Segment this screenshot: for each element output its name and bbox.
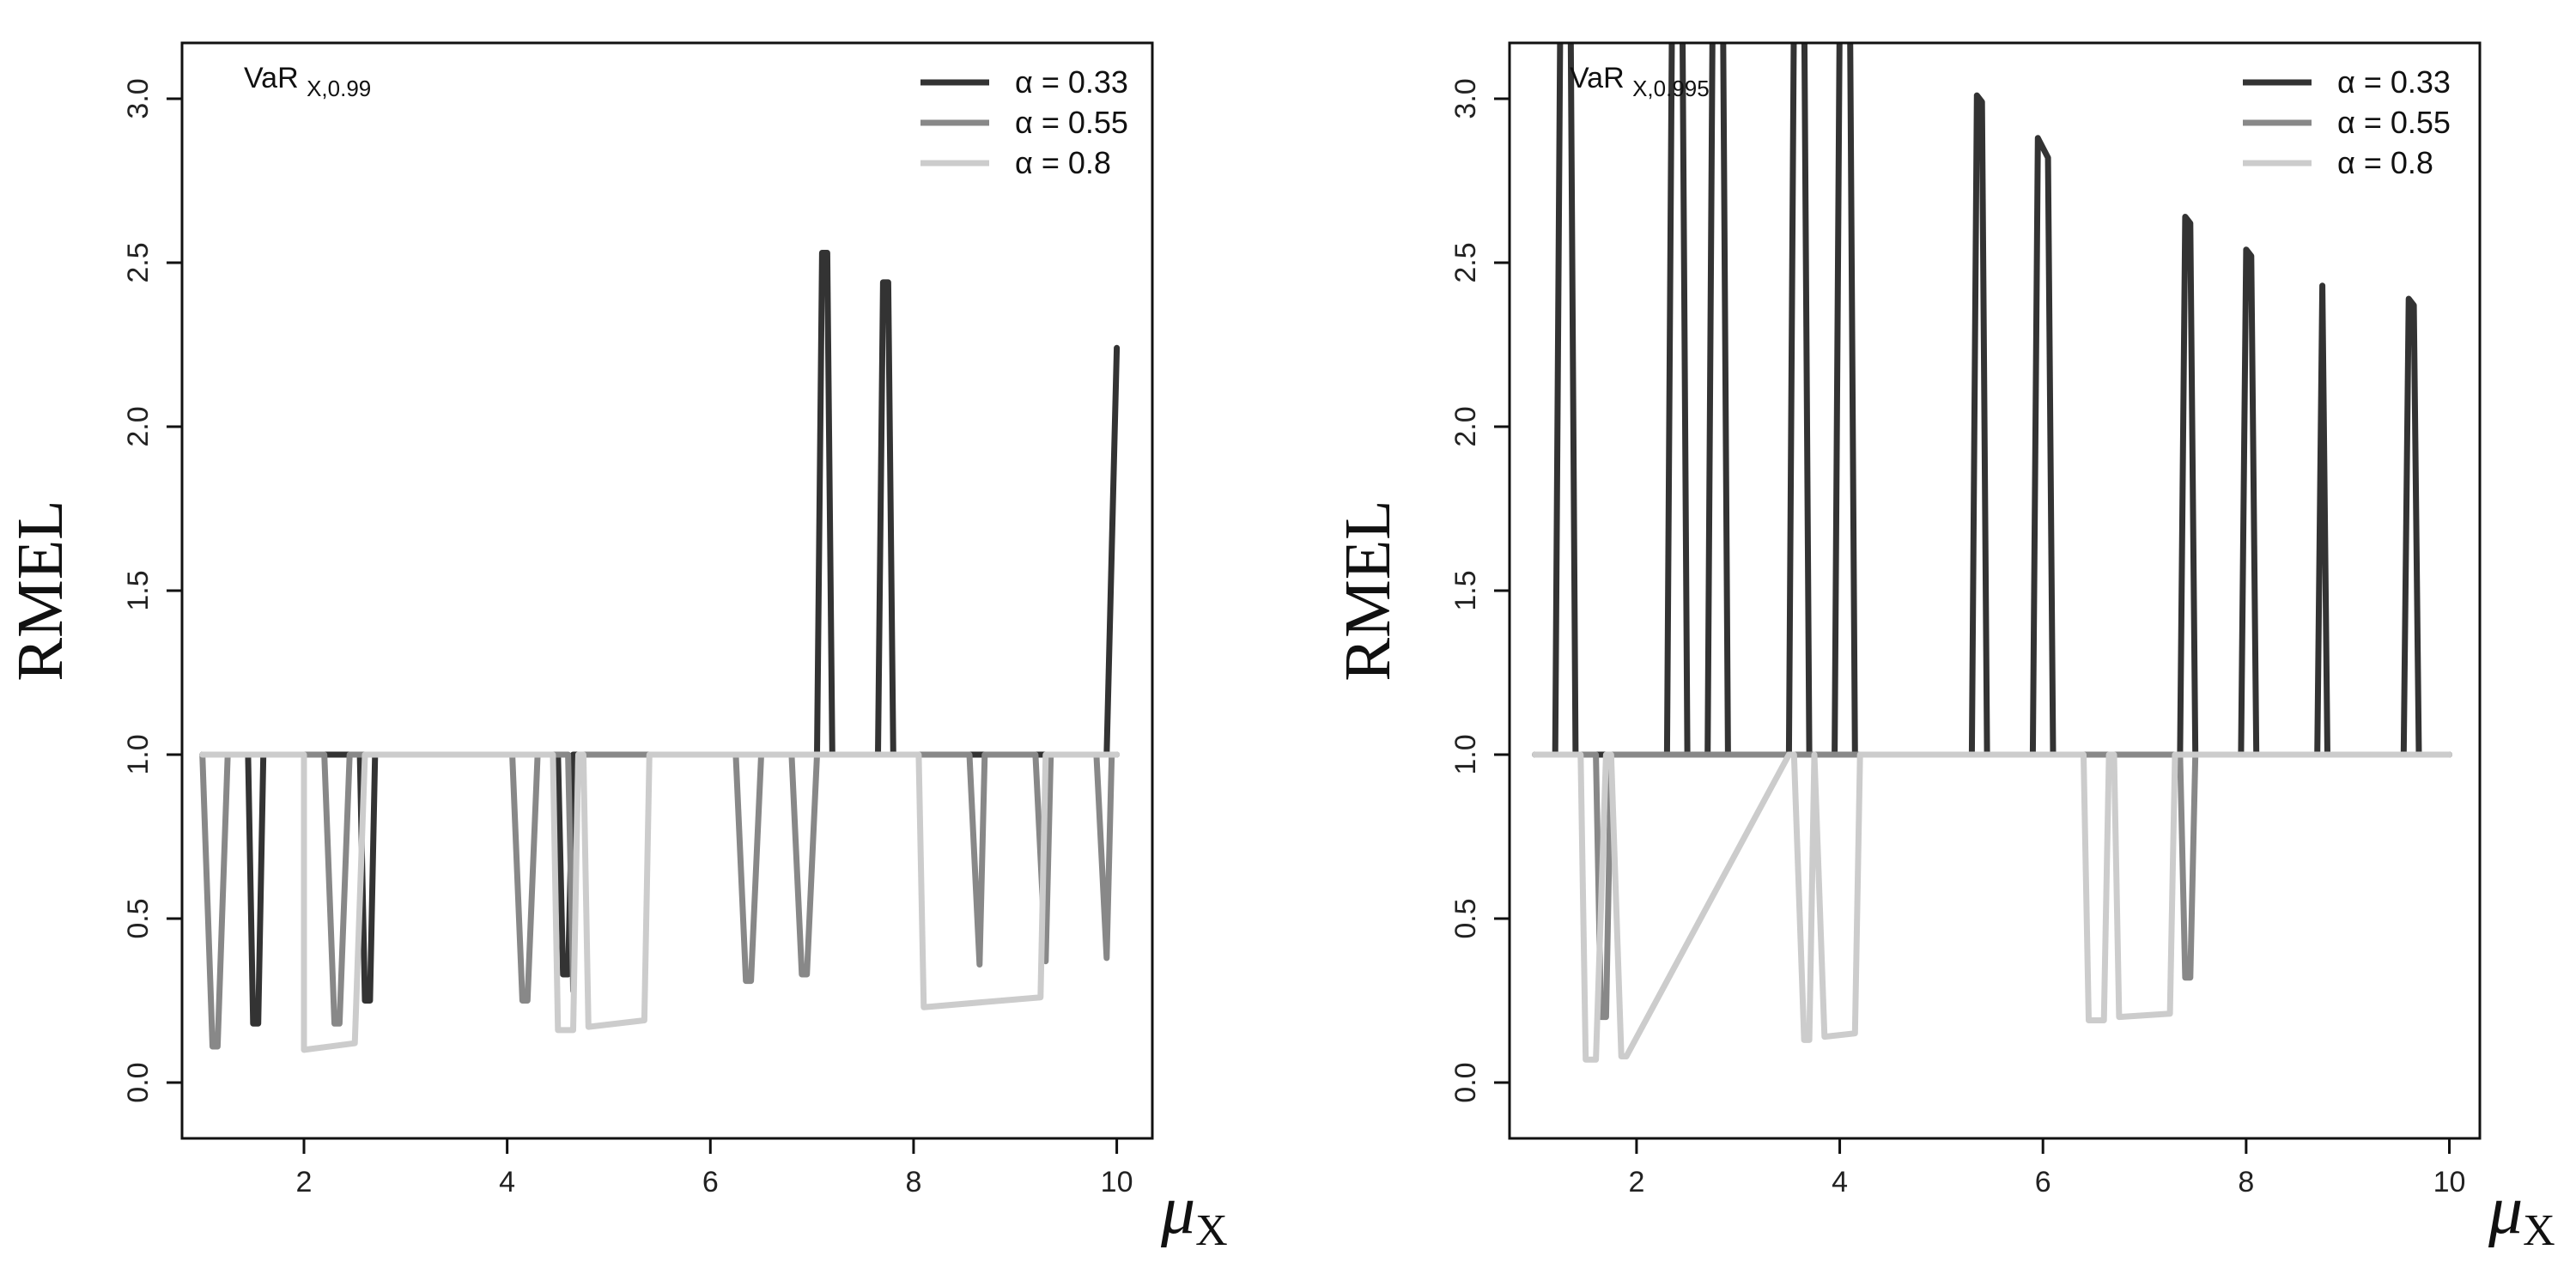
y-tick-label: 0.5 xyxy=(1449,898,1482,938)
y-tick-label: 1.5 xyxy=(1449,570,1482,610)
y-tick-label: 0.5 xyxy=(122,898,155,938)
y-tick-label: 2.5 xyxy=(1449,242,1482,282)
y-tick-label: 0.0 xyxy=(1449,1062,1482,1102)
x-tick-label: 8 xyxy=(905,1166,921,1198)
plot-frame xyxy=(180,41,1154,1140)
x-tick-label: 6 xyxy=(2035,1166,2051,1198)
x-tick-label: 10 xyxy=(2433,1166,2466,1198)
series-group xyxy=(1532,43,2452,1063)
series-line-3 xyxy=(1532,751,2452,1063)
plot-frame xyxy=(1508,41,2482,1140)
y-tick-label: 0.0 xyxy=(122,1062,155,1102)
legend-label: α = 0.33 xyxy=(1015,64,1128,100)
series-line-1 xyxy=(199,250,1121,1027)
legend: α = 0.33 α = 0.55 α = 0.8 xyxy=(920,64,1128,180)
x-tick-label: 2 xyxy=(296,1166,313,1198)
x-tick-label: 2 xyxy=(1628,1166,1644,1198)
y-tick-label: 2.5 xyxy=(122,242,155,282)
legend-label: α = 0.8 xyxy=(2337,145,2433,180)
x-tick-label: 10 xyxy=(1101,1166,1133,1198)
legend: α = 0.33 α = 0.55 α = 0.8 xyxy=(2243,64,2451,180)
legend-label: α = 0.55 xyxy=(2337,105,2451,140)
panel-annotation: VaR X,0.995 xyxy=(1570,62,1710,101)
series-line-1 xyxy=(1532,43,2452,758)
chart-panel-right: 2 4 6 8 10 0.0 0.5 1.0 1.5 2.0 2.5 3.0 RMEL μX VaR X,0… xyxy=(1332,41,2555,1255)
x-tick-label: 4 xyxy=(1832,1166,1848,1198)
y-axis-label: RMEL xyxy=(1332,500,1404,681)
y-tick-label: 3.0 xyxy=(122,78,155,118)
y-axis-label: RMEL xyxy=(4,500,76,681)
chart-panel-left: 2 4 6 8 10 0.0 0.5 1.0 1.5 2.0 2.5 3.0 RMEL μX VaR X,0… xyxy=(4,41,1228,1255)
y-tick-label: 1.0 xyxy=(122,734,155,774)
y-tick-label: 3.0 xyxy=(1449,78,1482,118)
panel-annotation: VaR X,0.99 xyxy=(244,62,371,101)
x-axis-label: μX xyxy=(2488,1173,2555,1255)
series-group xyxy=(199,250,1121,1053)
y-tick-label: 1.0 xyxy=(1449,734,1482,774)
x-axis-label: μX xyxy=(1160,1173,1228,1255)
x-tick-label: 6 xyxy=(702,1166,719,1198)
legend-label: α = 0.8 xyxy=(1015,145,1111,180)
x-tick-label: 4 xyxy=(499,1166,515,1198)
y-tick-label: 2.0 xyxy=(1449,406,1482,446)
legend-label: α = 0.33 xyxy=(2337,64,2451,100)
y-tick-label: 2.0 xyxy=(122,406,155,446)
y-tick-label: 1.5 xyxy=(122,570,155,610)
legend-label: α = 0.55 xyxy=(1015,105,1128,140)
x-tick-label: 8 xyxy=(2238,1166,2254,1198)
series-line-3 xyxy=(199,751,1121,1053)
